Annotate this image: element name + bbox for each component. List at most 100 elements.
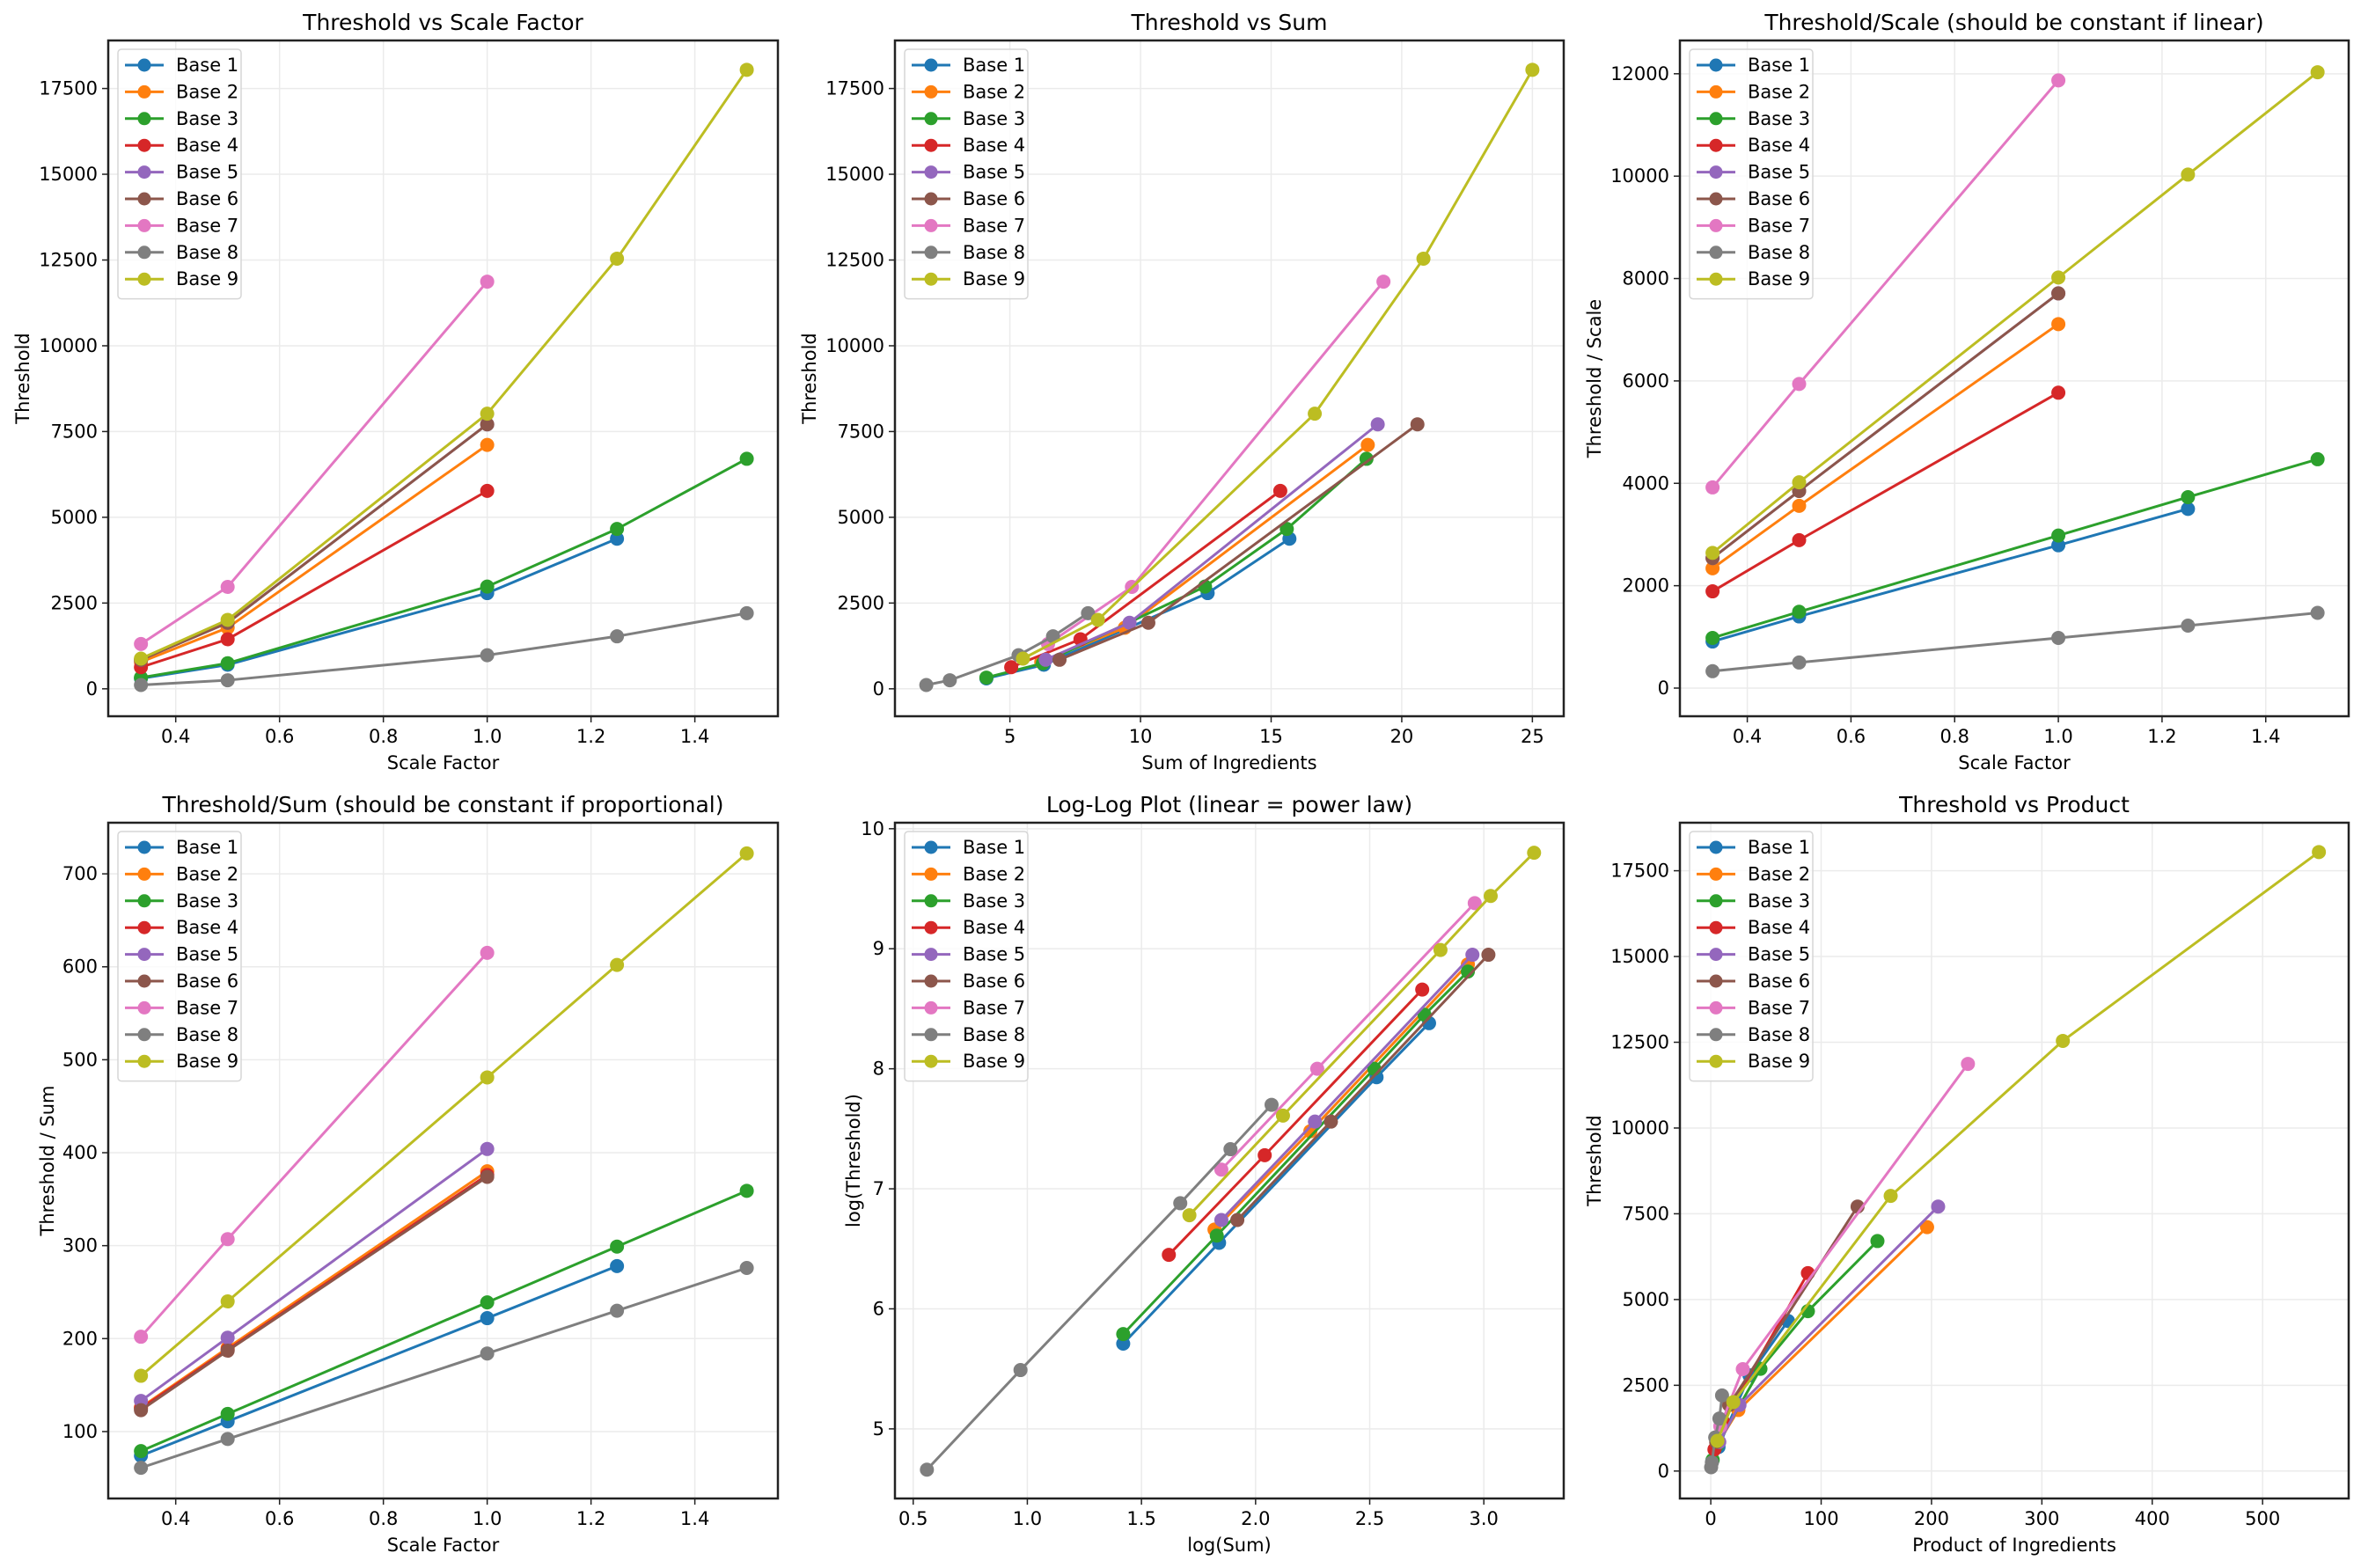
data-point [979, 670, 994, 685]
x-tick-label: 0.6 [1837, 726, 1866, 747]
legend-label: Base 8 [176, 242, 238, 263]
data-point [1230, 1213, 1245, 1227]
data-point [1465, 948, 1480, 963]
data-point [1360, 437, 1375, 452]
data-point [480, 407, 495, 421]
data-point [220, 656, 235, 670]
series-base-6 [134, 1169, 495, 1418]
y-tick-label: 500 [62, 1049, 98, 1070]
subplot-log-log: 0.5 1.0 1.5 2.0 2.5 3.0 5 6 7 8 9 10 Log-Log Plot (l… [843, 792, 1565, 1556]
x-axis-label: Scale Factor [387, 752, 500, 773]
data-point [2051, 270, 2066, 285]
legend-marker [137, 138, 151, 152]
series-line [140, 1264, 618, 1457]
y-tick-label: 2500 [1623, 1374, 1669, 1396]
legend: Base 1 Base 2 Base 3 Base 4 Base 5 Base 6 Base… [904, 831, 1029, 1082]
legend-label: Base 3 [176, 890, 238, 912]
x-tick-label: 5 [1004, 726, 1016, 747]
y-tick-label: 7500 [838, 421, 884, 442]
data-point [1209, 1228, 1224, 1243]
y-tick-label: 10 [861, 818, 884, 839]
data-point [1182, 1208, 1197, 1223]
legend-marker [137, 948, 151, 962]
series-group [1704, 845, 2327, 1475]
x-tick-label: 20 [1390, 726, 1414, 747]
legend-item: Base 7 [912, 997, 1025, 1018]
y-tick-label: 15000 [39, 164, 98, 185]
legend-marker [924, 138, 938, 152]
data-point [480, 275, 495, 289]
legend-marker [924, 840, 938, 854]
data-point [2181, 489, 2196, 504]
legend-label: Base 8 [1748, 242, 1810, 263]
data-point [739, 605, 754, 620]
legend-item: Base 6 [1697, 188, 1810, 209]
axes-frame [106, 39, 780, 718]
y-tick-label: 15000 [825, 164, 884, 185]
data-point [2310, 451, 2325, 466]
data-point [220, 632, 235, 647]
x-tick-label: 0.8 [369, 726, 398, 747]
y-tick-label: 10000 [39, 335, 98, 356]
data-point [1308, 407, 1323, 421]
y-tick-label: 0 [1658, 678, 1669, 699]
legend-label: Base 5 [176, 162, 238, 183]
y-tick-label: 2500 [51, 592, 98, 613]
data-point [1272, 483, 1287, 498]
chart-title: Threshold/Scale (should be constant if l… [1763, 10, 2263, 35]
data-point [610, 629, 625, 644]
data-point [134, 1368, 149, 1383]
x-tick-label: 500 [2245, 1508, 2280, 1529]
axes-frame [893, 821, 1565, 1500]
legend-label: Base 4 [1748, 135, 1810, 156]
data-point [134, 1461, 149, 1476]
data-point [220, 1330, 235, 1345]
legend-label: Base 3 [963, 108, 1025, 129]
legend-label: Base 5 [1748, 162, 1810, 183]
data-point [1710, 1433, 1725, 1448]
data-point [1122, 615, 1137, 630]
legend-item: Base 4 [912, 135, 1025, 156]
legend-item: Base 5 [125, 944, 238, 965]
legend-marker [924, 58, 938, 72]
legend-label: Base 2 [963, 863, 1025, 884]
x-tick-label: 1.4 [680, 726, 709, 747]
legend-marker [137, 112, 151, 126]
legend-item: Base 6 [912, 188, 1025, 209]
subplot-threshold-vs-product: 0 100 200 300 400 500025005000750010000125001… [1584, 792, 2350, 1556]
series-base-7 [134, 945, 495, 1345]
y-axis-label: Threshold / Sum [37, 1085, 58, 1236]
data-point [1705, 663, 1720, 678]
chart-title: Threshold/Sum (should be constant if pro… [162, 792, 724, 817]
y-tick-label: 10000 [1610, 1117, 1669, 1139]
data-point [1883, 1189, 1898, 1204]
legend-label: Base 9 [176, 1051, 238, 1072]
legend-label: Base 9 [963, 1051, 1025, 1072]
legend-item: Base 2 [125, 863, 238, 884]
legend-marker [137, 974, 151, 988]
legend-item: Base 7 [125, 997, 238, 1018]
legend-marker [1709, 138, 1723, 152]
legend-item: Base 4 [1697, 917, 1810, 938]
y-tick-label: 10000 [825, 335, 884, 356]
legend-item: Base 6 [912, 971, 1025, 992]
data-point [1081, 605, 1096, 620]
legend-label: Base 5 [963, 162, 1025, 183]
legend-marker [1709, 867, 1723, 881]
legend-item: Base 2 [125, 81, 238, 102]
legend-box [117, 831, 242, 1082]
x-tick-label: 1.4 [2251, 726, 2280, 747]
x-tick-label: 100 [1803, 1508, 1838, 1529]
legend-label: Base 3 [1748, 108, 1810, 129]
legend-label: Base 4 [963, 917, 1025, 938]
data-point [220, 673, 235, 688]
legend-label: Base 6 [1748, 188, 1810, 209]
legend-item: Base 9 [1697, 1051, 1810, 1072]
legend-item: Base 8 [125, 1024, 238, 1045]
legend-marker [137, 894, 151, 908]
y-tick-label: 12500 [39, 250, 98, 271]
data-point [1705, 546, 1720, 561]
legend-label: Base 7 [1748, 215, 1810, 236]
y-tick-label: 8 [873, 1059, 884, 1080]
y-tick-label: 5000 [1623, 1289, 1669, 1310]
